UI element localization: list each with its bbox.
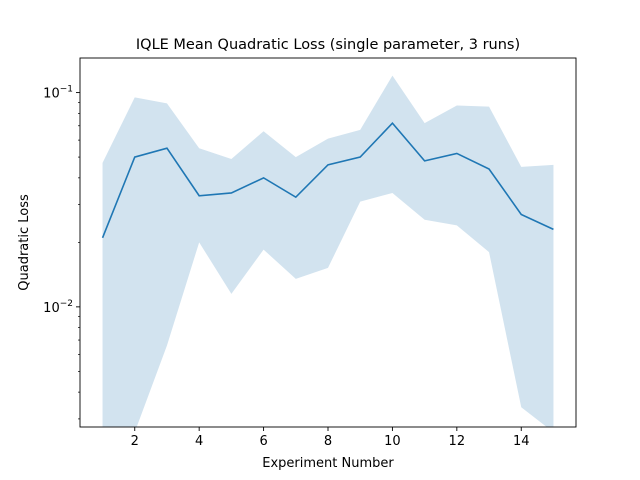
y-tick-label: 10−1 [43,85,73,102]
x-tick-label: 10 [384,434,401,449]
y-axis-ticks: 10−2 10−1 [43,85,80,420]
y-tick-label: 10−2 [43,299,73,316]
chart-title: IQLE Mean Quadratic Loss (single paramet… [136,37,520,53]
confidence-band [102,75,554,427]
x-tick-label: 8 [324,434,332,449]
x-tick-label: 2 [131,434,139,449]
x-tick-label: 6 [259,434,267,449]
y-axis-label: Quadratic Loss [17,194,32,291]
x-axis-label: Experiment Number [262,456,394,471]
x-axis-ticks: 2 4 6 8 10 12 14 [131,427,530,449]
x-tick-label: 12 [449,434,466,449]
x-tick-label: 4 [195,434,203,449]
plot-area [101,75,554,427]
x-tick-label: 14 [513,434,530,449]
mean-loss-line [101,121,554,239]
